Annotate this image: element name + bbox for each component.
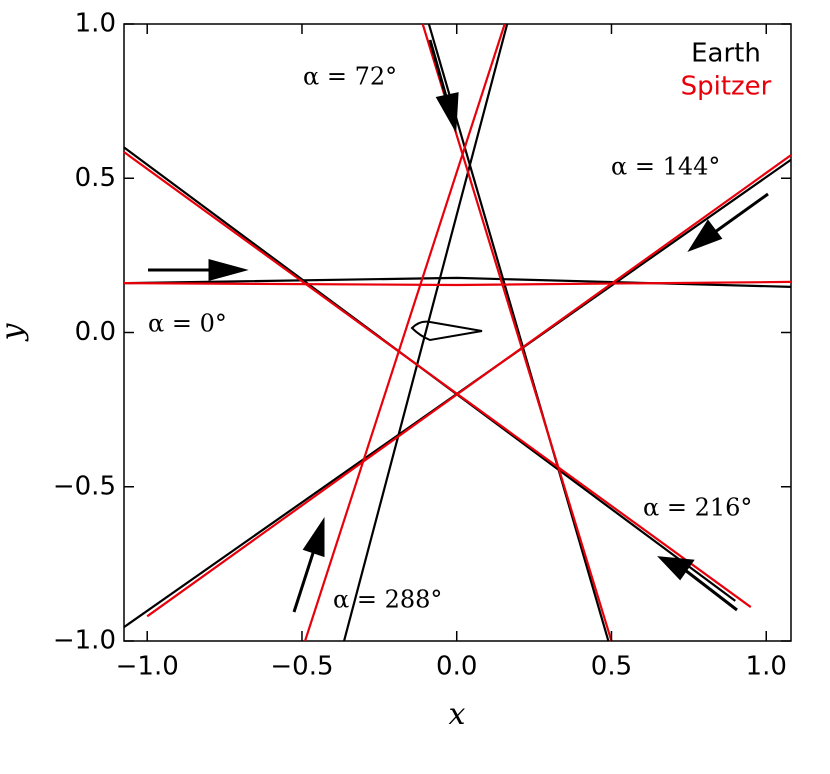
y-axis-label: y <box>0 322 30 342</box>
trajectory <box>146 154 792 618</box>
x-tick-label: −1.0 <box>116 652 179 682</box>
x-tick-label: 0.5 <box>591 652 632 682</box>
lines <box>123 23 792 642</box>
arrow-head <box>302 517 325 558</box>
trajectory <box>343 23 509 642</box>
annotation: α = 288° <box>333 586 442 614</box>
x-axis-label: x <box>449 697 466 732</box>
arrow-head <box>208 259 249 281</box>
arrow-head <box>657 556 695 581</box>
legend-label: Earth <box>691 39 761 69</box>
x-tick-label: −0.5 <box>270 652 333 682</box>
trajectory <box>123 280 792 287</box>
annotation: α = 72° <box>303 63 397 91</box>
x-tick-label: 1.0 <box>746 652 787 682</box>
x-tick-label: 0.0 <box>436 652 477 682</box>
y-tick-label: 0.5 <box>75 163 116 193</box>
arrow <box>714 192 769 234</box>
annotation: α = 216° <box>643 494 752 522</box>
arrow <box>292 549 316 613</box>
trajectory <box>304 23 506 642</box>
annotation: α = 0° <box>148 310 227 338</box>
arrows <box>148 39 769 613</box>
arrow <box>428 39 449 101</box>
y-tick-label: 1.0 <box>75 9 116 39</box>
arrow <box>684 568 738 612</box>
trajectory <box>427 23 610 642</box>
y-tick-label: −0.5 <box>53 471 116 501</box>
arrow-head <box>687 219 723 252</box>
arrow-head <box>435 92 459 134</box>
y-tick-label: −1.0 <box>53 626 116 656</box>
y-tick-label: 0.0 <box>75 317 116 347</box>
caustic <box>410 320 483 342</box>
annotation: α = 144° <box>611 153 720 181</box>
legend-label: Spitzer <box>681 72 772 102</box>
trajectory <box>123 151 752 608</box>
